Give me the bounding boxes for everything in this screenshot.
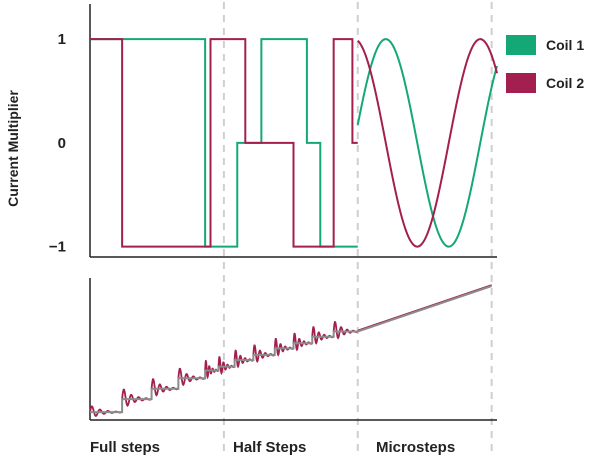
legend-swatch-2 (506, 73, 536, 93)
top-series (90, 38, 498, 248)
staircase-line (90, 285, 492, 414)
ringing-burst-4 (204, 359, 220, 380)
region-dividers (222, 2, 493, 452)
ringing-burst-7 (252, 344, 276, 364)
bottom-series (89, 284, 492, 418)
y-tick-label-2: −1 (49, 239, 66, 256)
ringing-burst-9 (292, 332, 313, 352)
region-label-0: Full steps (90, 439, 160, 456)
x-region-labels: Full steps Half Steps Microsteps (90, 439, 455, 456)
y-axis-title: Current Multiplier (5, 90, 21, 207)
coil-2-line-segment-0 (90, 38, 358, 248)
ringing-burst-6 (233, 349, 254, 369)
y-tick-label-0: 1 (58, 31, 66, 48)
region-label-2: Microsteps (376, 439, 455, 456)
coil-2-line-segment-1 (357, 38, 498, 248)
ringing-burst-5 (217, 355, 236, 376)
ringing-burst-11 (332, 320, 359, 340)
top-y-ticks: 1 0 −1 (49, 31, 66, 256)
region-label-1: Half Steps (233, 439, 306, 456)
legend-label-2: Coil 2 (546, 75, 584, 91)
top-panel: 1 0 −1 Current Multiplier (5, 4, 498, 258)
ringing-burst-3 (177, 367, 206, 387)
ringing-burst-1 (121, 388, 152, 407)
bottom-panel (89, 278, 497, 421)
legend-label-1: Coil 1 (546, 37, 584, 53)
ringing-burst-10 (311, 326, 335, 345)
coil-1-line-segment-1 (356, 38, 498, 248)
legend: Coil 1 Coil 2 (506, 35, 584, 93)
legend-swatch-1 (506, 35, 536, 55)
y-tick-label-1: 0 (58, 135, 66, 152)
ringing-burst-2 (150, 378, 179, 397)
ringing-burst-8 (273, 337, 294, 357)
